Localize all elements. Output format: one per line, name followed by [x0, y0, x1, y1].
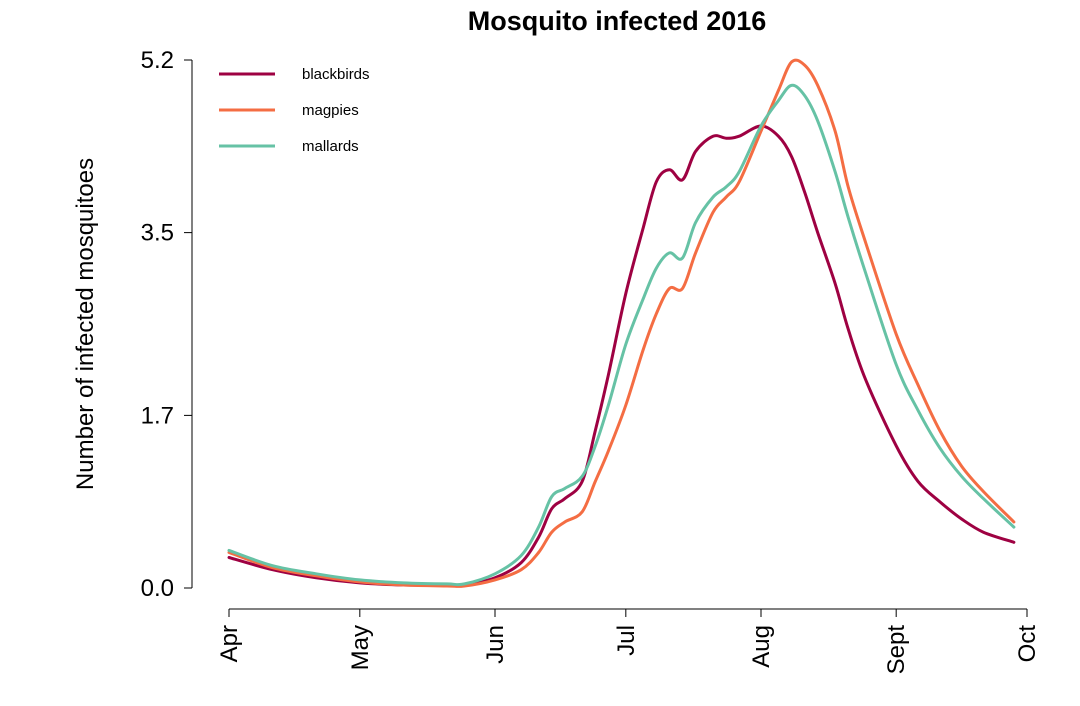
- y-tick-label: 5.2: [141, 47, 174, 74]
- x-tick-label: May: [347, 625, 374, 670]
- series-line-magpies: [227, 58, 1016, 588]
- legend-label-blackbirds: blackbirds: [302, 66, 370, 83]
- x-axis: Apr May Jun Jul Aug Sept Oct: [216, 608, 1041, 675]
- legend-label-mallards: mallards: [302, 138, 359, 155]
- y-axis: 0.0 1.7 3.5 5.2: [141, 47, 193, 602]
- y-tick-label: 1.7: [141, 402, 174, 429]
- chart-title: Mosquito infected 2016: [468, 6, 767, 36]
- y-axis-label: Number of infected mosquitoes: [72, 158, 99, 490]
- x-tick-label: Apr: [216, 625, 243, 662]
- x-tick-label: Aug: [748, 625, 775, 668]
- legend: blackbirds magpies mallards: [219, 66, 370, 155]
- y-tick-label: 0.0: [141, 575, 174, 602]
- x-tick-label: Jun: [482, 625, 509, 664]
- x-tick-label: Sept: [883, 625, 910, 675]
- legend-label-magpies: magpies: [302, 102, 359, 119]
- x-tick-label: Jul: [613, 625, 640, 656]
- series-line-mallards: [227, 83, 1016, 587]
- y-tick-label: 3.5: [141, 220, 174, 247]
- x-tick-label: Oct: [1014, 625, 1041, 663]
- series-layer: [227, 58, 1016, 588]
